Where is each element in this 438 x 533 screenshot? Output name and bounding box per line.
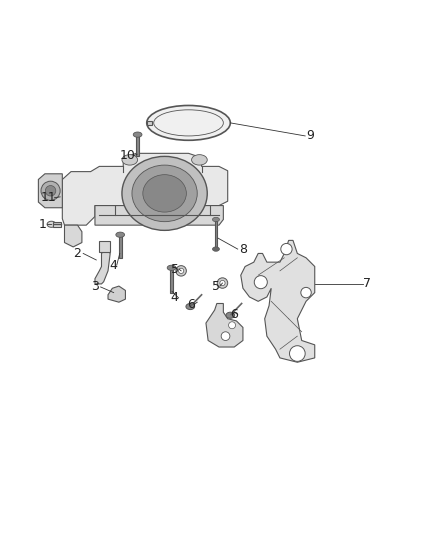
Circle shape <box>179 268 184 273</box>
Ellipse shape <box>226 312 235 318</box>
Ellipse shape <box>122 156 207 230</box>
Text: 6: 6 <box>187 298 194 311</box>
Ellipse shape <box>46 185 56 196</box>
Bar <box>119 236 121 258</box>
Ellipse shape <box>167 265 176 270</box>
Bar <box>99 241 110 252</box>
Circle shape <box>217 278 228 288</box>
Polygon shape <box>39 174 62 208</box>
Ellipse shape <box>116 232 124 237</box>
Polygon shape <box>108 286 125 302</box>
Text: 5: 5 <box>172 263 180 276</box>
Ellipse shape <box>212 247 219 251</box>
Text: 7: 7 <box>363 277 371 290</box>
Polygon shape <box>64 225 82 247</box>
Circle shape <box>229 322 236 329</box>
Circle shape <box>301 287 311 298</box>
Ellipse shape <box>212 217 219 222</box>
Text: 8: 8 <box>239 243 247 256</box>
Bar <box>147 121 152 125</box>
Circle shape <box>176 265 186 276</box>
Text: 1: 1 <box>39 218 47 231</box>
Text: 9: 9 <box>307 130 314 142</box>
Text: 11: 11 <box>41 191 56 204</box>
Ellipse shape <box>47 221 56 228</box>
Ellipse shape <box>186 303 194 310</box>
Ellipse shape <box>147 106 230 140</box>
Bar <box>136 135 139 156</box>
Circle shape <box>221 332 230 341</box>
Ellipse shape <box>132 165 197 222</box>
Circle shape <box>220 280 225 286</box>
Polygon shape <box>206 303 243 347</box>
Circle shape <box>254 276 267 289</box>
Polygon shape <box>95 206 223 225</box>
Text: 4: 4 <box>110 259 118 272</box>
Ellipse shape <box>122 155 138 165</box>
Circle shape <box>281 244 292 255</box>
Ellipse shape <box>143 175 186 212</box>
Text: 3: 3 <box>91 280 99 294</box>
Text: 6: 6 <box>230 308 238 321</box>
Polygon shape <box>62 154 228 225</box>
Bar <box>170 269 173 293</box>
Text: 5: 5 <box>212 280 220 293</box>
Ellipse shape <box>41 181 60 200</box>
Polygon shape <box>241 240 315 362</box>
Bar <box>53 222 60 227</box>
Text: 10: 10 <box>120 149 135 162</box>
Circle shape <box>290 346 305 361</box>
Ellipse shape <box>191 155 207 165</box>
Bar <box>215 221 217 249</box>
Text: 4: 4 <box>171 292 179 304</box>
Ellipse shape <box>133 132 142 137</box>
Polygon shape <box>95 251 110 284</box>
Text: 2: 2 <box>74 247 81 260</box>
